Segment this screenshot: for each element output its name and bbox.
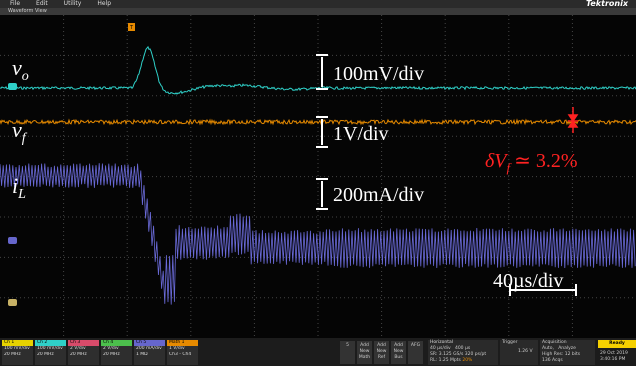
- ready-badge: Ready: [598, 340, 636, 348]
- channel-bw: Ch3 - Ch4: [167, 352, 198, 358]
- box-text: 1.26 V: [502, 349, 538, 355]
- box-text: 20%: [462, 358, 472, 363]
- horizontal-box[interactable]: Horizontal 40 µs/div 400 µs SR: 3.125 GS…: [428, 340, 498, 365]
- button[interactable]: Add New Bus: [391, 341, 406, 364]
- box-text: Analyze: [558, 346, 576, 351]
- menu-bar: File Edit Utility Help Tektronix: [0, 0, 636, 8]
- box-text: RL: 1.25 Mpts: [430, 358, 461, 363]
- menu-item[interactable]: Utility: [64, 0, 82, 7]
- button[interactable]: Add New Ref: [374, 341, 389, 364]
- channel-bw: 20 MHz: [35, 352, 66, 358]
- box-title: Trigger: [502, 340, 538, 346]
- status-box: Ready 29 Oct 2019 3:40:16 PM: [598, 340, 636, 365]
- button[interactable]: AFG: [408, 341, 423, 364]
- scale-il: 200mA/div: [333, 184, 424, 206]
- channel-bw: 20 MHz: [68, 352, 99, 358]
- box-text: 320 ps/pt: [465, 352, 486, 357]
- box-text: 400 µs: [455, 346, 470, 351]
- channel-bw: 20 MHz: [101, 352, 132, 358]
- box-text: 136 Acqs: [542, 358, 595, 364]
- box-text: Auto,: [542, 346, 554, 351]
- channel-bw: 1 MΩ: [134, 352, 165, 358]
- acquisition-box[interactable]: Acquisition Auto, Analyze High Res: 12 b…: [540, 340, 595, 365]
- button[interactable]: Add New Math: [357, 341, 372, 364]
- scope-display: vo vf iL 100mV/div 1V/div 200mA/div 40µs…: [0, 15, 636, 338]
- trigger-box[interactable]: Trigger 1.26 V: [500, 340, 538, 365]
- time: 3:40:16 PM: [598, 357, 636, 363]
- menu-item[interactable]: Help: [97, 0, 111, 7]
- box-text: SR: 3.125 GS/s: [430, 352, 463, 357]
- view-title: Waveform View: [0, 8, 636, 15]
- box-text: 40 µs/div: [430, 346, 451, 351]
- box-text: RL: 1.25 Mpts 20%: [430, 358, 498, 364]
- scale-vf: 1V/div: [333, 123, 389, 145]
- delta-label: δVf≃ 3.2%: [485, 150, 578, 175]
- scale-vo: 100mV/div: [333, 63, 424, 85]
- button[interactable]: 5: [340, 341, 355, 364]
- menu-item[interactable]: File: [10, 0, 20, 7]
- page: File Edit Utility Help Tektronix Waveform V…: [0, 0, 636, 366]
- brand: Tektronix: [586, 0, 628, 8]
- menu-item[interactable]: Edit: [36, 0, 48, 7]
- time-scale: 40µs/div: [493, 270, 563, 292]
- channel-bw: 20 MHz: [2, 352, 33, 358]
